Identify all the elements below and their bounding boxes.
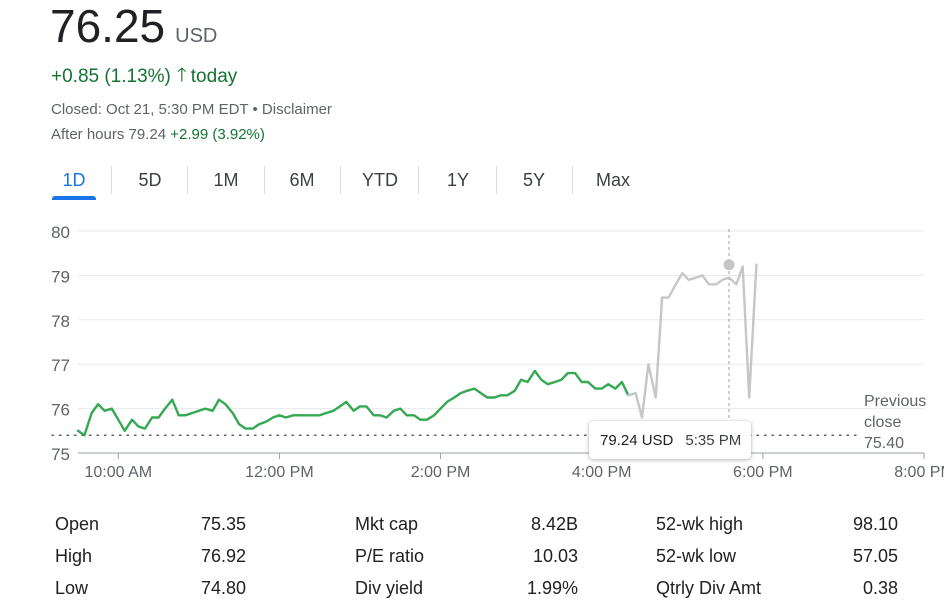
previous-close-line2: close xyxy=(864,414,902,431)
x-tick-label: 4:00 PM xyxy=(572,464,632,481)
tooltip-value: 79.24 USD xyxy=(600,431,674,449)
stat-value-pe-ratio: 10.03 xyxy=(532,546,578,566)
tab-max[interactable]: Max xyxy=(595,170,630,190)
previous-close-value: 75.40 xyxy=(864,435,905,452)
price-chart[interactable]: 75 76 77 78 79 80 10:00 AM 12:00 PM 2:00 PM 4:00 … xyxy=(0,215,944,490)
tab-divider xyxy=(340,166,341,194)
y-tick-label: 80 xyxy=(51,223,70,242)
tab-1y[interactable]: 1Y xyxy=(446,170,470,190)
change-value: +0.85 (1.13%) xyxy=(51,66,171,87)
tab-divider xyxy=(264,166,265,194)
tab-divider xyxy=(572,166,573,194)
x-tick-label: 2:00 PM xyxy=(411,464,471,481)
arrow-up-icon: 🡑 xyxy=(176,65,187,86)
tooltip-time: 5:35 PM xyxy=(685,431,742,449)
after-hours-label: After hours 79.24 xyxy=(51,126,167,143)
x-tick-label: 12:00 PM xyxy=(245,464,313,481)
stat-value-open: 75.35 xyxy=(200,514,246,534)
tab-5y[interactable]: 5Y xyxy=(522,170,546,190)
stat-label-52wk-low: 52-wk low xyxy=(656,546,737,566)
active-tab-indicator xyxy=(52,196,96,200)
stat-label-mkt-cap: Mkt cap xyxy=(355,514,419,534)
previous-close-label: Previous close 75.40 xyxy=(864,391,926,454)
x-tick-label: 10:00 AM xyxy=(84,464,152,481)
stat-value-mkt-cap: 8.42B xyxy=(530,514,578,534)
previous-close-line1: Previous xyxy=(864,393,927,410)
regular-session-line xyxy=(76,369,630,437)
tab-ytd[interactable]: YTD xyxy=(362,170,398,190)
tab-1m[interactable]: 1M xyxy=(213,170,239,190)
x-tick-label: 6:00 PM xyxy=(733,464,793,481)
stat-label-low: Low xyxy=(55,578,89,598)
price-header: 76.25 USD xyxy=(50,0,217,52)
daily-change: +0.85 (1.13%) 🡑 today xyxy=(51,61,237,93)
disclaimer-link[interactable]: Disclaimer xyxy=(261,101,332,118)
tab-divider xyxy=(111,166,112,194)
stat-value-52wk-low: 57.05 xyxy=(852,546,898,566)
separator-dot: • xyxy=(248,101,262,118)
stat-label-open: Open xyxy=(55,514,100,534)
current-price: 76.25 xyxy=(50,0,166,52)
hover-tooltip: 79.24 USD 5:35 PM xyxy=(589,421,751,459)
stat-label-52wk-high: 52-wk high xyxy=(656,514,744,534)
stat-label-qtrly-div: Qtrly Div Amt xyxy=(656,578,762,598)
tab-5d[interactable]: 5D xyxy=(138,170,162,190)
y-tick-label: 75 xyxy=(51,445,70,464)
hover-point xyxy=(723,259,735,271)
range-tabs: 1D 5D 1M 6M YTD 1Y 5Y Max xyxy=(50,166,650,202)
change-period: today xyxy=(190,66,238,87)
tab-1d[interactable]: 1D xyxy=(62,170,86,190)
stat-label-pe-ratio: P/E ratio xyxy=(355,546,425,566)
y-tick-label: 79 xyxy=(51,267,70,286)
stat-label-high: High xyxy=(55,546,93,566)
closed-status: Closed: Oct 21, 5:30 PM EDT • Disclaimer xyxy=(51,101,332,118)
y-tick-label: 77 xyxy=(51,356,70,375)
y-tick-label: 78 xyxy=(51,312,70,331)
stat-label-div-yield: Div yield xyxy=(355,578,424,598)
stat-value-div-yield: 1.99% xyxy=(526,578,578,598)
stat-value-52wk-high: 98.10 xyxy=(852,514,898,534)
currency-label: USD xyxy=(175,25,218,47)
y-tick-label: 76 xyxy=(51,401,70,420)
x-tick-label: 8:00 PM xyxy=(894,464,944,481)
tab-6m[interactable]: 6M xyxy=(289,170,315,190)
stat-value-high: 76.92 xyxy=(200,546,246,566)
closed-text: Closed: Oct 21, 5:30 PM EDT xyxy=(51,101,249,118)
tab-divider xyxy=(496,166,497,194)
after-hours-status: After hours 79.24 +2.99 (3.92%) xyxy=(51,126,265,143)
after-hours-line xyxy=(627,263,758,419)
tab-divider xyxy=(187,166,188,194)
after-hours-change: +2.99 (3.92%) xyxy=(170,126,265,143)
tab-divider xyxy=(418,166,419,194)
stat-value-qtrly-div: 0.38 xyxy=(862,578,898,598)
stat-value-low: 74.80 xyxy=(200,578,246,598)
